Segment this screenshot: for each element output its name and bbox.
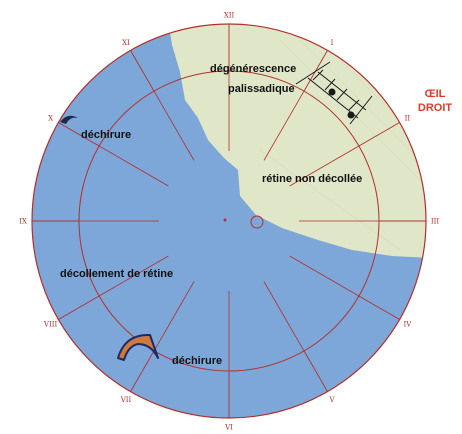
spoke-VIII <box>98 255 169 297</box>
label-tear-top: déchirure <box>81 129 131 141</box>
palisade-degeneration-lesion <box>295 61 373 125</box>
spoke-I <box>263 90 305 161</box>
clock-label-IX: IX <box>19 218 27 226</box>
eye-side-line1: ŒIL <box>425 88 446 100</box>
clock-label-X: X <box>48 115 53 123</box>
clock-label-V: V <box>328 396 335 404</box>
clock-label-VIII: VIII <box>43 321 58 329</box>
clock-label-II: II <box>405 115 411 123</box>
label-detachment: décollement de rétine <box>60 268 173 280</box>
clock-label-XII: XII <box>224 12 235 20</box>
meridian-VII <box>130 350 155 392</box>
label-attached-retina: rétine non décollée <box>262 173 362 185</box>
spoke-IV <box>289 255 360 297</box>
label-tear-bottom: déchirure <box>172 355 222 367</box>
meridian-V <box>303 350 328 392</box>
meridian-II <box>358 122 400 147</box>
clock-label-IV: IV <box>403 321 412 329</box>
spoke-X <box>98 145 169 187</box>
clock-label-XI: XI <box>122 39 130 47</box>
macula-dot <box>223 218 227 222</box>
meridian-X <box>58 122 100 147</box>
clock-label-VI: VI <box>224 424 233 432</box>
label-degeneration-line2: palissadique <box>228 83 295 95</box>
retinal-tear-bottom-icon <box>117 333 159 361</box>
spoke-II <box>289 145 360 187</box>
inner-spokes <box>79 71 379 371</box>
optic-disc <box>250 215 264 229</box>
clock-label-I: I <box>331 39 334 47</box>
clock-label-III: III <box>431 218 440 226</box>
spoke-VII <box>153 281 195 352</box>
meridian-VIII <box>58 295 100 320</box>
retinal-tear-top-icon <box>60 115 78 124</box>
label-degeneration-line1: dégénérescence <box>210 63 296 75</box>
meridian-XI <box>130 50 155 92</box>
eye-side-line2: DROIT <box>418 102 453 114</box>
spoke-XI <box>153 90 195 161</box>
clock-label-VII: VII <box>120 396 132 404</box>
spoke-V <box>263 281 305 352</box>
meridian-IV <box>358 295 400 320</box>
